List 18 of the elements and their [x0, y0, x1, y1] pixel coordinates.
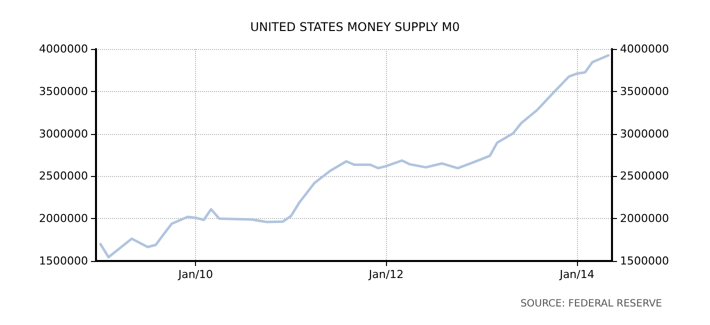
y-tick-label: 3000000 [39, 127, 88, 140]
y2-tick-label: 1500000 [620, 254, 669, 268]
y-tick-label: 1500000 [39, 254, 88, 268]
y2-tick-label: 2500000 [620, 170, 669, 183]
x-tick-label: Jan/12 [368, 268, 404, 281]
y-tick-label: 4000000 [39, 42, 88, 56]
y2-tick-label: 4000000 [620, 42, 669, 56]
x-tick-label: Jan/10 [177, 268, 214, 281]
y2-tick-label: 2000000 [620, 212, 669, 226]
y-tick-label: 3500000 [39, 84, 88, 98]
y2-tick-label: 3500000 [620, 84, 669, 98]
y-tick-label: 2000000 [39, 212, 88, 226]
x-tick-label: Jan/14 [558, 268, 594, 281]
line-series [99, 54, 610, 258]
y2-tick-label: 3000000 [620, 127, 669, 140]
y-tick-label: 2500000 [39, 170, 88, 183]
chart-title: UNITED STATES MONEY SUPPLY M0 [250, 20, 460, 34]
source-note: SOURCE: FEDERAL RESERVE [520, 298, 662, 310]
